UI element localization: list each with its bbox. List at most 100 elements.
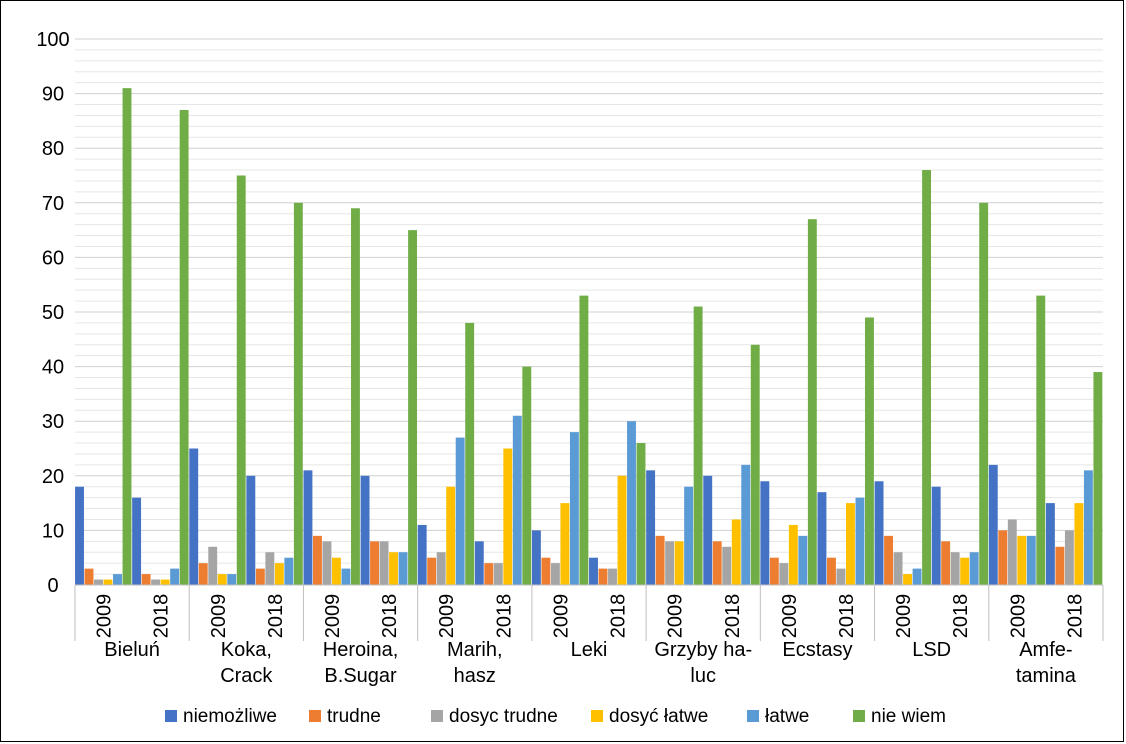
x-category-label: Grzyby ha- <box>654 639 752 661</box>
bar-niemożliwe <box>75 486 84 585</box>
bar-łatwe <box>113 574 122 585</box>
x-year-label: 2009 <box>779 594 801 639</box>
bar-trudne <box>141 574 151 585</box>
bar-nie-wiem <box>122 88 132 585</box>
x-category-label: tamina <box>1016 665 1077 687</box>
bar-trudne <box>655 535 665 585</box>
bar-dosyc-trudne <box>493 563 503 585</box>
bar-nie-wiem <box>693 306 703 585</box>
x-year-label: 2009 <box>208 594 230 639</box>
legend-label: nie wiem <box>871 706 946 727</box>
legend-swatch-nie-wiem <box>853 710 865 722</box>
legend-swatch-niemożliwe <box>165 710 177 722</box>
y-tick-label: 100 <box>36 29 69 51</box>
bar-nie-wiem <box>750 344 760 585</box>
legend-label: trudne <box>327 706 381 727</box>
legend-swatch-łatwe <box>747 710 759 722</box>
bar-dosyć-łatwe <box>674 541 684 585</box>
bar-niemożliwe <box>360 475 370 585</box>
bar-nie-wiem <box>236 175 246 585</box>
bar-łatwe <box>912 568 922 585</box>
bar-nie-wiem <box>979 202 989 586</box>
x-year-label: 2018 <box>836 594 858 639</box>
bar-dosyć-łatwe <box>103 579 113 585</box>
bar-trudne <box>198 563 208 585</box>
legend-swatch-dosyć-łatwe <box>591 710 603 722</box>
bar-nie-wiem <box>351 208 360 585</box>
bar-dosyc-trudne <box>265 552 275 585</box>
bar-nie-wiem <box>1036 295 1046 585</box>
bar-nie-wiem <box>293 202 303 586</box>
bar-dosyc-trudne <box>836 568 846 585</box>
bar-dosyć-łatwe <box>1017 535 1027 585</box>
x-year-label: 2009 <box>322 594 344 639</box>
bar-trudne <box>370 541 380 585</box>
bar-dosyc-trudne <box>779 563 789 585</box>
bar-niemożliwe <box>132 497 142 585</box>
bar-łatwe <box>1083 470 1093 585</box>
bar-dosyc-trudne <box>1007 519 1017 585</box>
bar-trudne <box>712 541 722 585</box>
bar-dosyc-trudne <box>1064 530 1074 585</box>
legend-label: dosyć łatwe <box>609 706 708 727</box>
bar-niemożliwe <box>1045 503 1055 585</box>
bar-dosyć-łatwe <box>389 552 399 585</box>
bar-łatwe <box>855 497 865 585</box>
bar-trudne <box>941 541 951 585</box>
y-tick-label: 60 <box>42 247 64 269</box>
x-category-label: Ecstasy <box>782 639 852 661</box>
bar-łatwe <box>512 415 522 585</box>
x-year-label: 2009 <box>94 594 116 639</box>
bar-nie-wiem <box>408 230 418 585</box>
bar-dosyć-łatwe <box>788 524 798 585</box>
legend-label: łatwe <box>765 706 809 727</box>
bar-trudne <box>769 557 779 585</box>
bar-dosyć-łatwe <box>446 486 456 585</box>
y-tick-label: 90 <box>42 84 64 106</box>
bar-dosyc-trudne <box>208 546 218 585</box>
bar-dosyc-trudne <box>950 552 960 585</box>
y-tick-label: 80 <box>42 138 64 160</box>
bar-trudne <box>998 530 1008 585</box>
y-tick-label: 20 <box>42 466 64 488</box>
x-category-label: Crack <box>220 665 273 687</box>
bars <box>75 88 1103 586</box>
bar-trudne <box>255 568 265 585</box>
bar-nie-wiem <box>807 219 817 585</box>
legend-label: niemożliwe <box>183 706 277 727</box>
bar-dosyć-łatwe <box>960 557 970 585</box>
gridlines <box>75 38 1103 575</box>
bar-niemożliwe <box>531 530 541 585</box>
bar-nie-wiem <box>865 317 874 585</box>
bar-dosyc-trudne <box>379 541 389 585</box>
y-tick-label: 70 <box>42 193 64 215</box>
x-year-label: 2018 <box>1064 594 1086 639</box>
x-category-label: Heroina, <box>323 639 399 661</box>
bar-dosyć-łatwe <box>217 574 227 585</box>
bar-dosyć-łatwe <box>332 557 341 585</box>
bar-łatwe <box>284 557 294 585</box>
x-category-label: Marih, <box>447 639 503 661</box>
x-year-label: 2018 <box>265 594 287 639</box>
x-year-label: 2009 <box>1007 594 1029 639</box>
bar-łatwe <box>684 486 694 585</box>
bar-trudne <box>598 568 608 585</box>
bar-niemożliwe <box>817 492 827 585</box>
x-year-label: 2018 <box>151 594 173 639</box>
bar-trudne <box>541 557 551 585</box>
x-year-label: 2009 <box>550 594 572 639</box>
bar-łatwe <box>398 552 408 585</box>
bar-trudne <box>1055 546 1065 585</box>
bar-dosyć-łatwe <box>503 448 513 585</box>
bar-nie-wiem <box>522 366 532 585</box>
x-year-label: 2018 <box>608 594 630 639</box>
legend-swatch-trudne <box>309 710 321 722</box>
bar-niemożliwe <box>417 524 427 585</box>
bar-dosyć-łatwe <box>617 475 627 585</box>
bar-nie-wiem <box>1093 372 1103 585</box>
bar-niemożliwe <box>931 486 941 585</box>
bar-dosyć-łatwe <box>160 579 170 585</box>
x-year-label: 2018 <box>379 594 401 639</box>
x-category-label: hasz <box>454 665 496 687</box>
